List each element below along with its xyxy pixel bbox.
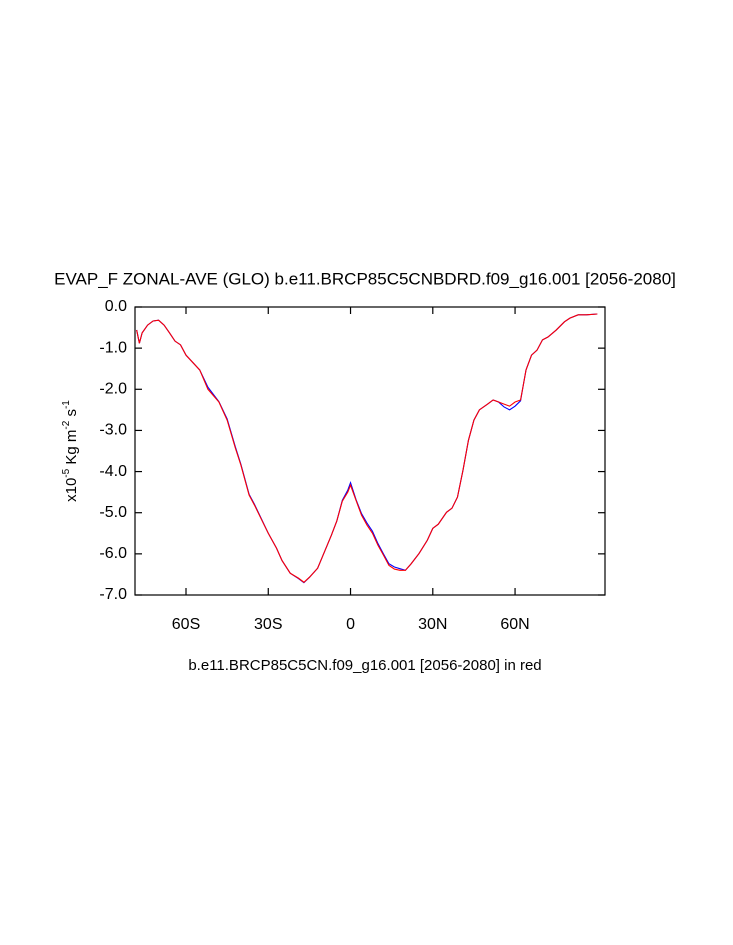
- y-label-part: -1: [61, 400, 72, 409]
- data-line: [136, 313, 598, 584]
- y-tick-label: -7.0: [99, 586, 127, 603]
- y-label-part: x10: [63, 478, 80, 502]
- y-tick-label: -2.0: [99, 381, 127, 398]
- data-line: [136, 313, 598, 583]
- y-label-part: s: [63, 409, 80, 421]
- y-label-part: Kg m: [63, 430, 80, 469]
- y-tick-label: -4.0: [99, 463, 127, 480]
- y-tick-label: 0.0: [105, 298, 127, 315]
- plot-frame: [134, 306, 606, 596]
- x-tick-label: 0: [346, 616, 355, 633]
- y-tick-label: -6.0: [99, 545, 127, 562]
- x-tick-label: 30N: [418, 616, 447, 633]
- y-axis-label: x10-5 Kg m-2 s-1: [61, 400, 80, 502]
- footnote: b.e11.BRCP85C5CN.f09_g16.001 [2056-2080]…: [188, 657, 541, 674]
- y-label-part: -2: [61, 420, 72, 429]
- x-tick-label: 60N: [500, 616, 529, 633]
- y-tick-label: -5.0: [99, 504, 127, 521]
- y-tick-label: -1.0: [99, 339, 127, 356]
- x-tick-label: 30S: [254, 616, 282, 633]
- chart-title: EVAP_F ZONAL-AVE (GLO) b.e11.BRCP85C5CNB…: [54, 269, 676, 288]
- y-tick-label: -3.0: [99, 422, 127, 439]
- y-label-part: -5: [61, 468, 72, 477]
- x-tick-label: 60S: [172, 616, 200, 633]
